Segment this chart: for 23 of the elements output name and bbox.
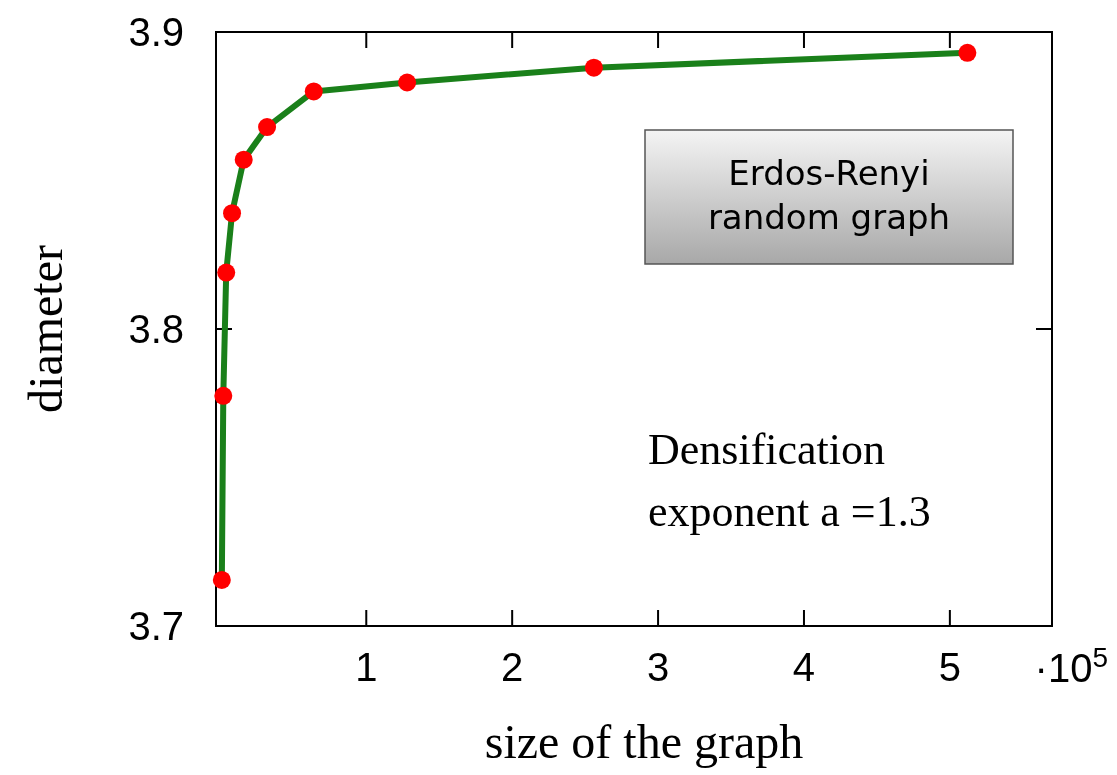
text: ·10$^{5}$ [1034,641,1108,690]
point [258,118,277,137]
x-tick-label: 1 [355,645,378,689]
point [958,43,977,62]
point [223,204,242,223]
y-tick-label: 3.8 [128,307,184,351]
annotation: Erdos-Renyi random graph [707,153,951,237]
x-tick-label: 3 [646,645,670,689]
y-tick-label: 3.7 [128,604,184,648]
point [217,263,236,282]
x-axis-title: size of the graph [484,715,804,768]
x-tick-label: 5 [938,645,961,689]
x-tick-label: 4 [792,645,816,689]
point [214,386,233,405]
point [234,150,253,169]
point [398,73,417,92]
point [212,570,231,589]
y-tick-label: 3.9 [128,10,184,54]
x-tick-label: 2 [501,645,524,689]
point [304,82,323,101]
point [584,58,603,77]
y-axis-title: diameter [19,245,72,413]
annotation: Densification exponent a =1.3 [648,425,931,536]
